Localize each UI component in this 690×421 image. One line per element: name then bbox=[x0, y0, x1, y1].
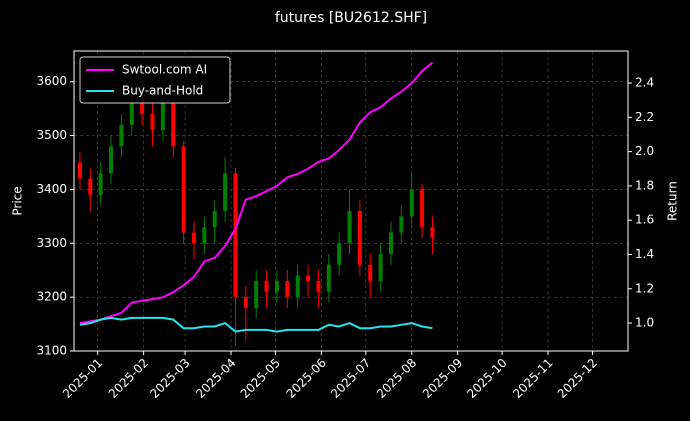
candle-body bbox=[326, 264, 331, 292]
x-tick-label: 2025-11 bbox=[510, 356, 555, 401]
candle-body bbox=[160, 103, 165, 131]
plot-frame bbox=[73, 50, 629, 352]
candle-body bbox=[357, 210, 362, 265]
candle-body bbox=[212, 210, 217, 228]
candle-body bbox=[223, 173, 228, 211]
x-tick-label: 2025-07 bbox=[328, 356, 373, 401]
y-tick-label: 3500 bbox=[36, 128, 67, 142]
candle-body bbox=[264, 280, 269, 292]
y2-tick-label: 1.4 bbox=[635, 247, 654, 261]
x-tick-label: 2025-06 bbox=[284, 356, 329, 401]
x-tick-label: 2025-05 bbox=[238, 356, 283, 401]
candle-body bbox=[306, 275, 311, 281]
candle-body bbox=[295, 275, 300, 298]
legend-label: Buy-and-Hold bbox=[122, 84, 203, 98]
candle-body bbox=[119, 124, 124, 147]
candle-body bbox=[368, 264, 373, 281]
x-tick-label: 2025-01 bbox=[60, 356, 105, 401]
candle-body bbox=[109, 146, 114, 174]
x-tick-label: 2025-02 bbox=[106, 356, 151, 401]
candle-body bbox=[347, 210, 352, 244]
candle-body bbox=[140, 103, 145, 115]
y-tick-label: 3600 bbox=[36, 74, 67, 88]
x-tick-label: 2025-04 bbox=[193, 356, 238, 401]
candle-body bbox=[316, 280, 321, 292]
candle-body bbox=[285, 280, 290, 298]
candle-body bbox=[98, 173, 103, 195]
candle-body bbox=[420, 189, 425, 228]
y2-tick-label: 1.8 bbox=[635, 178, 654, 192]
return-line bbox=[79, 61, 434, 325]
y-tick-label: 3300 bbox=[36, 236, 67, 250]
y2-tick-label: 2.4 bbox=[635, 76, 654, 90]
legend-label: Swtool.com AI bbox=[122, 63, 207, 77]
candle-body bbox=[430, 227, 435, 238]
return-line bbox=[79, 316, 433, 333]
chart-title: futures [BU2612.SHF] bbox=[275, 10, 427, 26]
y-tick-label: 3400 bbox=[36, 182, 67, 196]
candle-body bbox=[88, 178, 93, 195]
candle-body bbox=[409, 189, 414, 217]
candle-body bbox=[181, 146, 186, 233]
y2-tick-label: 2.0 bbox=[635, 144, 654, 158]
candle-body bbox=[388, 232, 393, 255]
candle-body bbox=[274, 280, 279, 292]
candle-body bbox=[202, 227, 207, 244]
candle-body bbox=[129, 103, 134, 125]
y2-tick-label: 1.0 bbox=[635, 316, 654, 330]
candle-body bbox=[171, 103, 176, 147]
candle-body bbox=[337, 243, 342, 265]
x-tick-label: 2025-08 bbox=[374, 356, 419, 401]
candle-body bbox=[150, 114, 155, 131]
y2-axis-label: Return bbox=[666, 181, 680, 221]
y2-tick-label: 2.2 bbox=[635, 110, 654, 124]
x-tick-label: 2025-12 bbox=[555, 356, 600, 401]
x-tick-label: 2025-09 bbox=[420, 356, 465, 401]
legend-box bbox=[79, 56, 231, 104]
y-axis-label: Price bbox=[11, 186, 25, 215]
y-tick-label: 3200 bbox=[36, 290, 67, 304]
x-tick-label: 2025-10 bbox=[464, 356, 509, 401]
x-tick-label: 2025-03 bbox=[147, 356, 192, 401]
candle-body bbox=[243, 297, 248, 308]
candle-body bbox=[233, 173, 238, 298]
candle-body bbox=[399, 216, 404, 233]
candle-body bbox=[77, 162, 82, 179]
y-tick-label: 3100 bbox=[36, 344, 67, 358]
candle-body bbox=[191, 232, 196, 244]
y2-tick-label: 1.2 bbox=[635, 281, 654, 295]
candle-body bbox=[378, 254, 383, 281]
candle-body bbox=[254, 280, 259, 308]
y2-tick-label: 1.6 bbox=[635, 213, 654, 227]
